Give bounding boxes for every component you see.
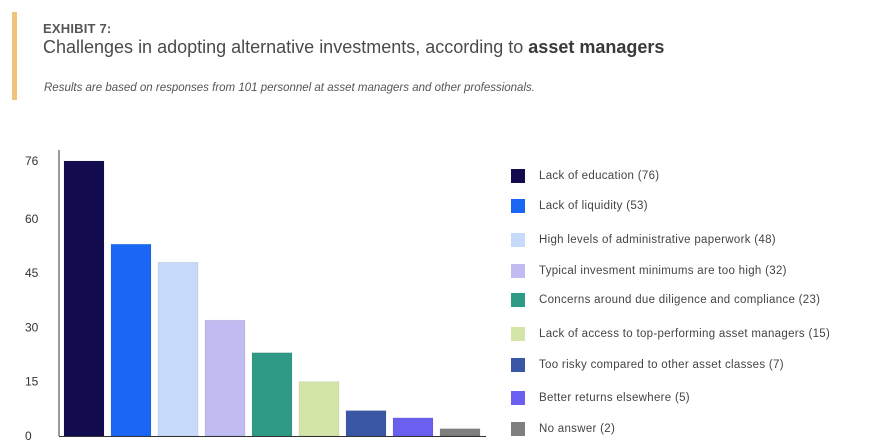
y-tick-label: 76	[25, 154, 39, 168]
legend-item: High levels of administrative paperwork …	[511, 232, 776, 248]
bar	[204, 319, 246, 437]
legend-swatch	[511, 233, 525, 247]
legend-item: Lack of liquidity (53)	[511, 198, 648, 214]
legend-swatch	[511, 169, 525, 183]
y-tick-label: 60	[25, 212, 39, 226]
bar	[439, 428, 481, 437]
legend-label: Too risky compared to other asset classe…	[539, 359, 784, 371]
title-emphasis: asset managers	[528, 37, 665, 57]
legend-item: Too risky compared to other asset classe…	[511, 357, 784, 373]
legend-item: Typical invesment minimums are too high …	[511, 263, 787, 279]
y-tick-label: 15	[25, 375, 39, 389]
legend-item: Better returns elsewhere (5)	[511, 390, 690, 406]
legend-item: Lack of access to top-performing asset m…	[511, 326, 830, 342]
y-tick-label: 0	[25, 429, 32, 443]
legend-swatch	[511, 327, 525, 341]
chart-title: Challenges in adopting alternative inves…	[43, 37, 664, 58]
legend-label: Better returns elsewhere (5)	[539, 392, 690, 404]
legend-label: Lack of education (76)	[539, 170, 660, 182]
legend-label: Lack of access to top-performing asset m…	[539, 328, 831, 340]
legend-label: High levels of administrative paperwork …	[539, 234, 776, 246]
bar	[251, 352, 293, 437]
accent-bar	[12, 12, 17, 100]
legend-swatch	[511, 422, 525, 436]
bar	[345, 410, 387, 437]
title-prefix: Challenges in adopting alternative inves…	[43, 37, 529, 57]
legend-label: No answer (2)	[539, 423, 616, 435]
legend-item: No answer (2)	[511, 421, 615, 437]
legend-item: Lack of education (76)	[511, 168, 659, 184]
bar	[63, 160, 105, 437]
legend-label: Concerns around due diligence and compli…	[539, 294, 821, 306]
legend-item: Concerns around due diligence and compli…	[511, 292, 820, 308]
legend-swatch	[511, 293, 525, 307]
legend-swatch	[511, 358, 525, 372]
legend-swatch	[511, 264, 525, 278]
legend-label: Typical invesment minimums are too high …	[539, 265, 787, 277]
bar	[157, 262, 199, 437]
y-tick-label: 30	[25, 320, 39, 334]
bar	[392, 417, 434, 437]
legend-swatch	[511, 199, 525, 213]
chart-subtitle: Results are based on responses from 101 …	[44, 82, 535, 94]
exhibit-label: EXHIBIT 7:	[43, 21, 112, 36]
legend-label: Lack of liquidity (53)	[539, 200, 648, 212]
bar	[298, 381, 340, 437]
bar	[110, 243, 152, 437]
y-tick-label: 45	[25, 266, 39, 280]
legend-swatch	[511, 391, 525, 405]
